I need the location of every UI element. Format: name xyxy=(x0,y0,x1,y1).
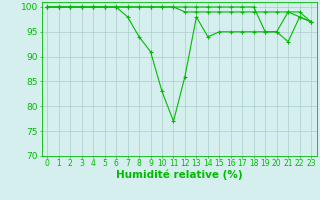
X-axis label: Humidité relative (%): Humidité relative (%) xyxy=(116,170,243,180)
